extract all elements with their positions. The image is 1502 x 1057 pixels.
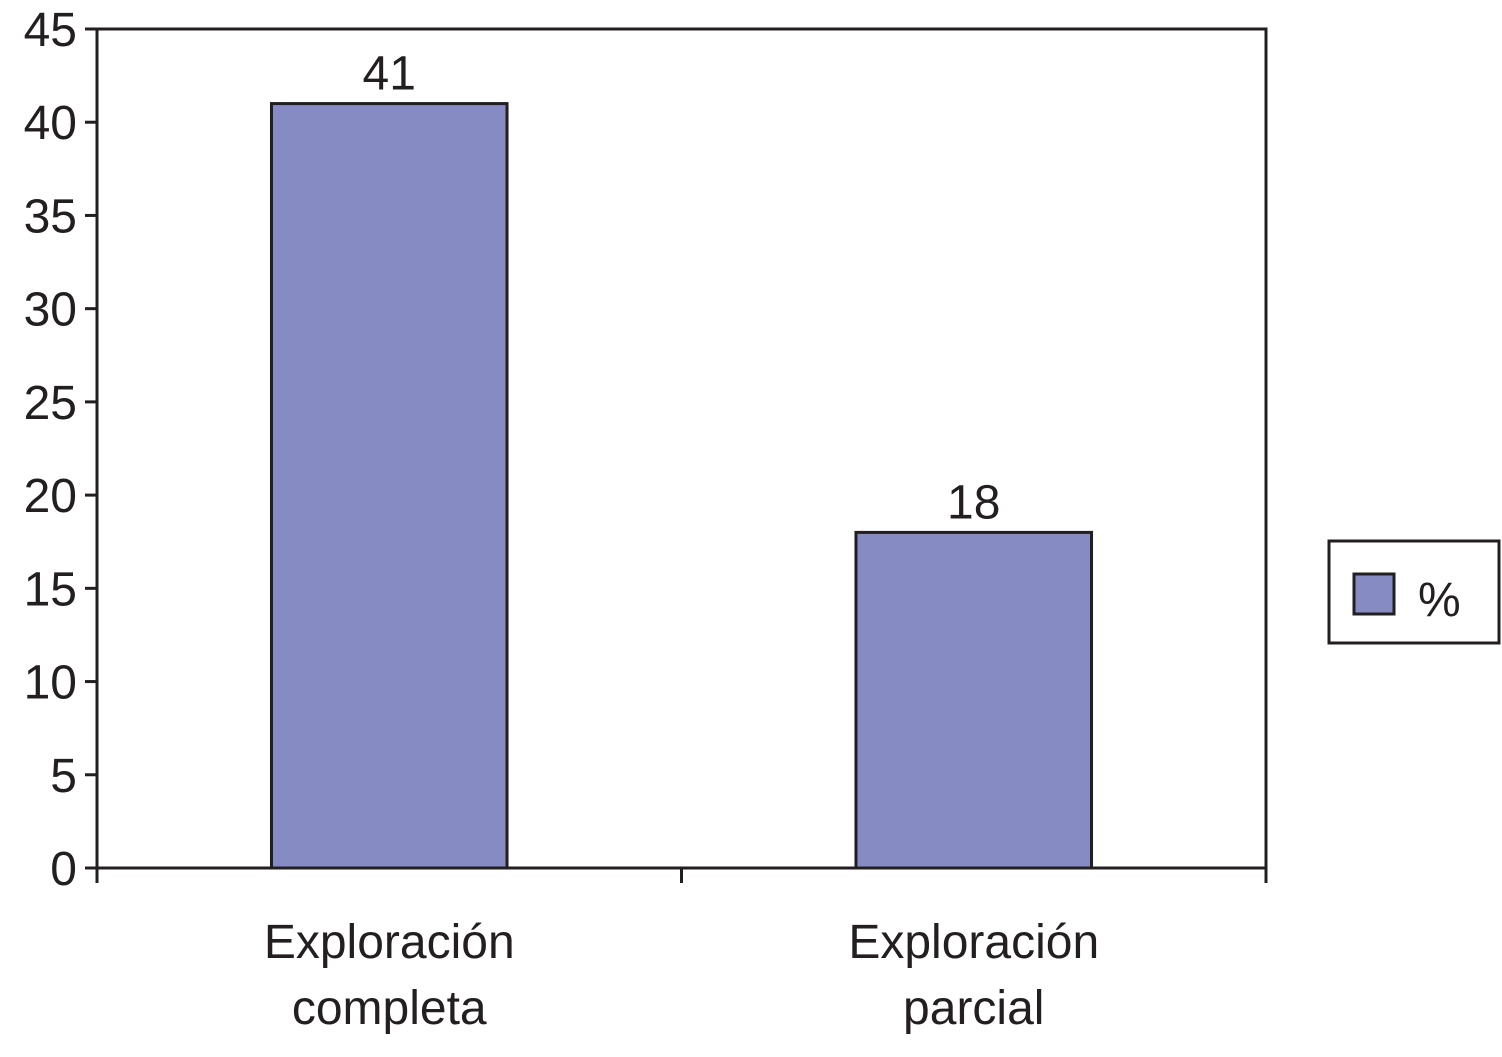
- x-category-label-line: completa: [292, 982, 487, 1035]
- y-tick-label: 10: [24, 657, 77, 710]
- y-axis: 0 5 10 15 20 25 30 35 40 45: [24, 4, 97, 896]
- x-category-label-line: parcial: [903, 982, 1044, 1035]
- legend: %: [1327, 539, 1501, 645]
- x-category-label-line: Exploración: [264, 916, 515, 969]
- x-category-label: Exploración completa: [264, 916, 515, 1035]
- x-category-label-line: Exploración: [848, 916, 1099, 969]
- y-tick-label: 35: [24, 190, 77, 243]
- y-tick-label: 45: [24, 4, 77, 57]
- y-tick-label: 20: [24, 470, 77, 523]
- y-tick-label: 0: [50, 843, 77, 896]
- bars-group: [269, 102, 1094, 870]
- data-labels-group: 41 18: [363, 48, 1001, 530]
- y-tick-label: 5: [50, 750, 77, 803]
- y-tick-label: 25: [24, 377, 77, 430]
- legend-swatch: [1352, 572, 1396, 616]
- bar: [854, 530, 1094, 870]
- bar-data-label: 18: [947, 476, 1000, 529]
- legend-label: %: [1418, 574, 1461, 627]
- x-axis: Exploración completa Exploración parcial: [95, 868, 1268, 1035]
- bar: [269, 102, 509, 870]
- y-tick-label: 15: [24, 563, 77, 616]
- x-category-label: Exploración parcial: [848, 916, 1099, 1035]
- y-tick-label: 30: [24, 284, 77, 337]
- y-tick-label: 40: [24, 97, 77, 150]
- bar-data-label: 41: [363, 48, 416, 101]
